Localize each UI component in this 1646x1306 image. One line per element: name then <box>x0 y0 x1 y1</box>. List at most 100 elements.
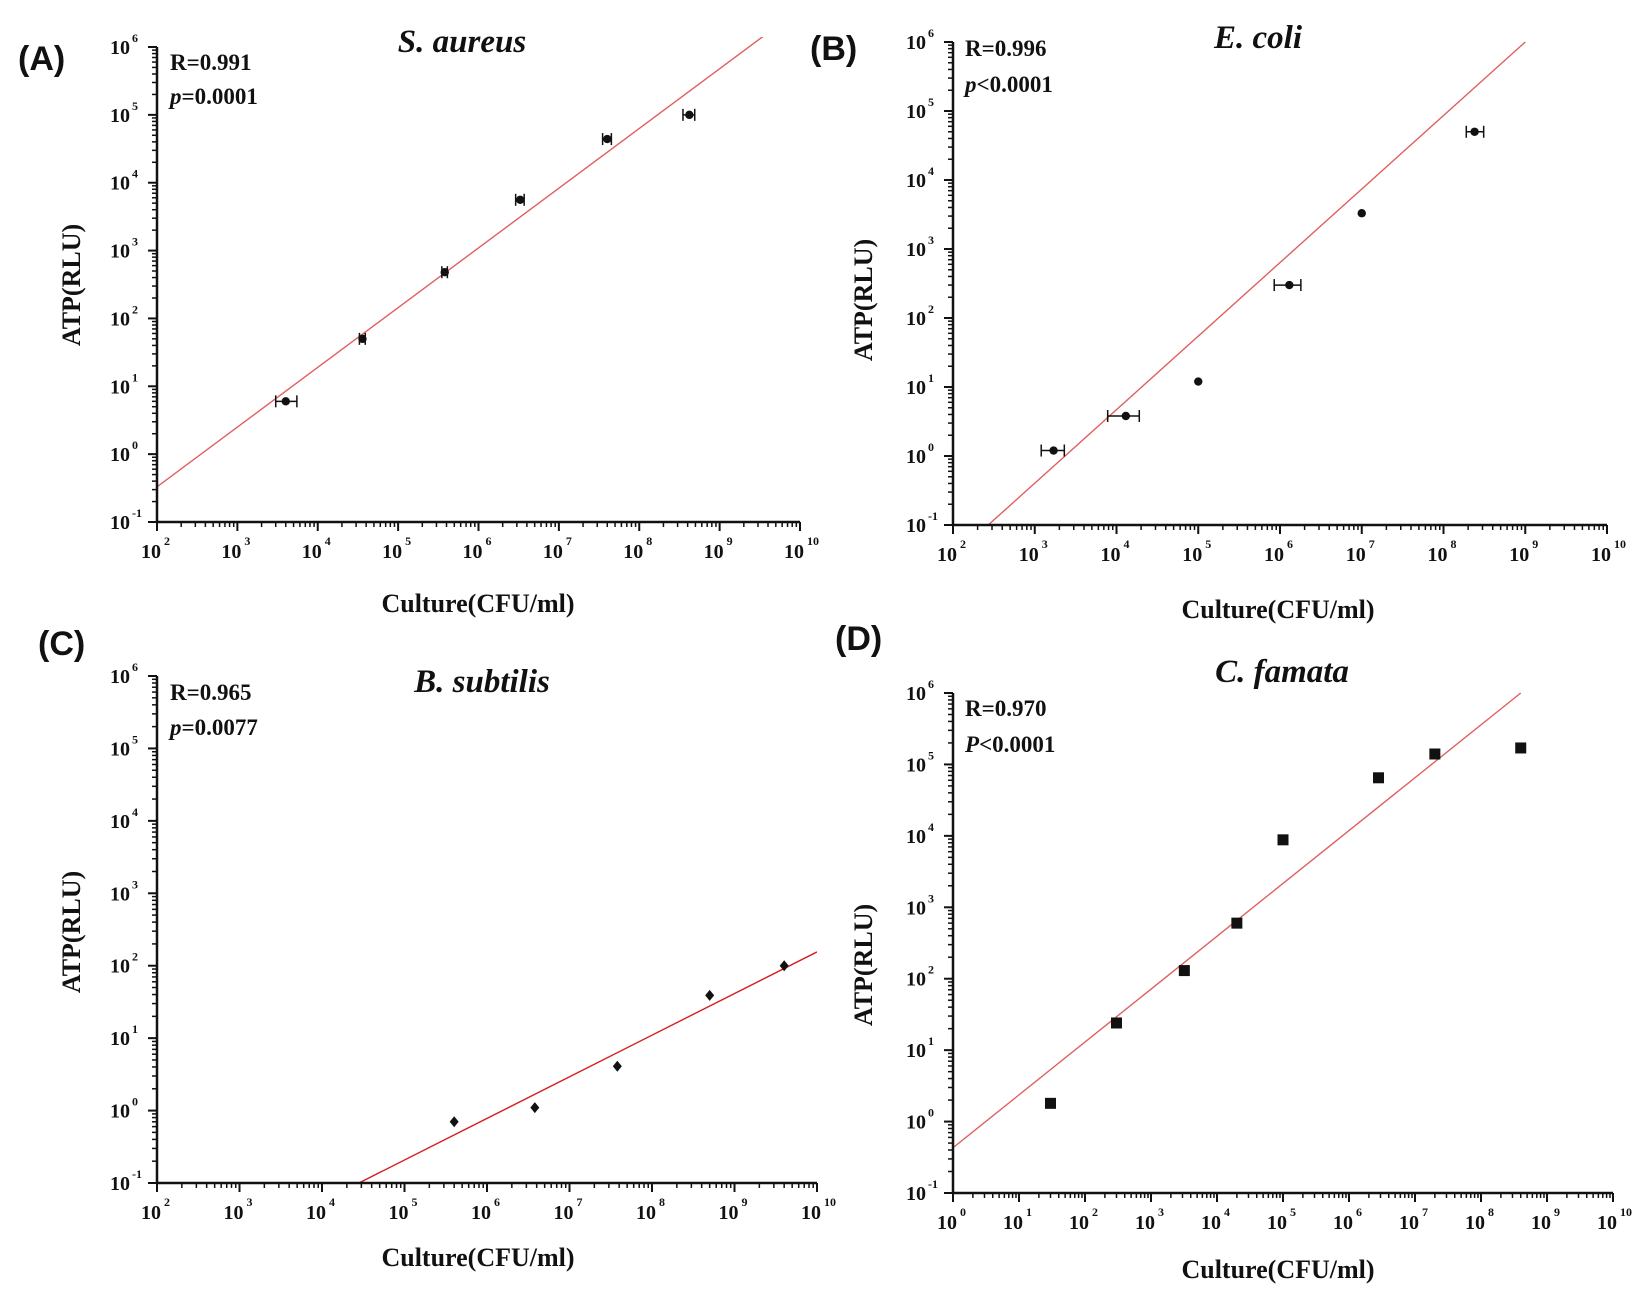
chart3-y-tick-exponent: 2 <box>928 963 934 977</box>
panel-d-x-axis-label: Culture(CFU/ml) <box>1181 1255 1374 1284</box>
chart1-x-tick-exponent: 9 <box>1532 537 1538 551</box>
chart3-x-tick-exponent: 9 <box>1554 1205 1560 1219</box>
chart3-data-point <box>1429 748 1441 760</box>
chart2-x-tick-exponent: 10 <box>824 1195 836 1209</box>
chart2-x-tick-exponent: 2 <box>164 1195 170 1209</box>
chart0-y-tick-label: 10 <box>110 308 130 330</box>
chart2-data-point <box>705 989 715 1001</box>
chart0-y-tick-exponent: 3 <box>132 235 138 249</box>
panel-a: (A) S. aureus R=0.991 p=0.0001 Culture(C… <box>18 24 819 618</box>
panel-b-r-value: R=0.996 <box>965 36 1046 61</box>
chart0-x-tick-label: 10 <box>221 541 241 563</box>
chart3-x-tick-label: 10 <box>1135 1212 1155 1234</box>
chart2-x-tick-label: 10 <box>141 1202 161 1224</box>
chart2-fit-line <box>358 951 817 1183</box>
chart2-y-tick-label: 10 <box>110 956 130 978</box>
chart2-x-tick-label: 10 <box>389 1202 409 1224</box>
panel-c-x-axis-label: Culture(CFU/ml) <box>381 1243 574 1272</box>
chart3-x-tick-exponent: 4 <box>1224 1205 1230 1219</box>
chart0-x-tick-exponent: 2 <box>164 534 170 548</box>
chart3-x-tick-exponent: 6 <box>1356 1205 1362 1219</box>
chart1-x-tick-label: 10 <box>1264 544 1284 566</box>
panel-b-x-axis-label: Culture(CFU/ml) <box>1181 595 1374 624</box>
panel-d-y-axis-label: ATP(RLU) <box>849 904 878 1026</box>
panel-b-title: E. coli <box>1213 20 1303 56</box>
chart3-data-point <box>1277 834 1289 846</box>
chart3-y-tick-label: 10 <box>906 826 926 848</box>
chart0-y-tick-label: 10 <box>110 105 130 127</box>
chart0-y-tick-exponent: 2 <box>132 302 138 316</box>
chart1-y-tick-exponent: 3 <box>928 233 934 247</box>
chart3-data-point <box>1373 772 1385 784</box>
chart3-x-tick-label: 10 <box>1465 1212 1485 1234</box>
chart0-y-tick-exponent: -1 <box>132 506 142 520</box>
panel-c-y-axis-label: ATP(RLU) <box>57 871 86 993</box>
chart0-y-tick-exponent: 5 <box>132 99 138 113</box>
chart3-y-tick-label: 10 <box>906 754 926 776</box>
chart3-y-tick-label: 10 <box>906 683 926 705</box>
chart1-y-tick-exponent: 6 <box>928 26 934 40</box>
chart2-y-tick-exponent: 6 <box>132 660 138 674</box>
chart2-y-tick-exponent: 5 <box>132 732 138 746</box>
chart3-y-tick-exponent: 1 <box>928 1034 934 1048</box>
chart2-y-tick-label: 10 <box>110 811 130 833</box>
chart1-x-tick-label: 10 <box>1019 544 1039 566</box>
panel-a-p-symbol: p <box>168 84 182 109</box>
panel-b: (B) E. coli R=0.996 p<0.0001 Culture(CFU… <box>810 20 1626 624</box>
chart3-x-tick-exponent: 8 <box>1488 1205 1494 1219</box>
chart2-y-tick-label: 10 <box>110 883 130 905</box>
chart3-x-tick-label: 10 <box>1531 1212 1551 1234</box>
panel-a-x-axis-label: Culture(CFU/ml) <box>381 589 574 618</box>
chart1-x-tick-label: 10 <box>1182 544 1202 566</box>
chart3-x-tick-exponent: 2 <box>1092 1205 1098 1219</box>
panel-a-p-number: =0.0001 <box>182 84 258 109</box>
chart1-y-tick-exponent: 1 <box>928 371 934 385</box>
chart0-x-tick-exponent: 8 <box>646 534 652 548</box>
chart0-data-point <box>440 268 449 277</box>
chart1-x-tick-exponent: 5 <box>1205 537 1211 551</box>
chart0-x-tick-label: 10 <box>704 541 724 563</box>
chart3-data-point <box>1231 917 1243 929</box>
chart0-data-point <box>358 334 367 344</box>
chart3-x-tick-label: 10 <box>1597 1212 1617 1234</box>
chart0-x-tick-exponent: 6 <box>486 534 492 548</box>
chart0-x-tick-exponent: 10 <box>807 534 819 548</box>
panel-a-p-value: p=0.0001 <box>168 84 258 109</box>
chart3-x-tick-label: 10 <box>1399 1212 1419 1234</box>
panel-b-label: (B) <box>810 30 857 68</box>
chart1-y-tick-label: 10 <box>906 239 926 261</box>
chart3-data-point <box>1110 1017 1122 1029</box>
chart1-x-tick-exponent: 10 <box>1614 537 1626 551</box>
chart3-y-tick-exponent: 0 <box>928 1106 934 1120</box>
panel-a-title: S. aureus <box>398 24 526 60</box>
panel-b-p-number: <0.0001 <box>977 72 1053 97</box>
chart1-y-tick-label: 10 <box>906 101 926 123</box>
chart3-y-tick-label: 10 <box>906 1183 926 1205</box>
panel-d-p-number: <0.0001 <box>979 732 1055 757</box>
panel-c-p-value: p=0.0077 <box>168 715 258 740</box>
panel-d-title: C. famata <box>1215 654 1349 690</box>
chart1-y-tick-label: 10 <box>906 377 926 399</box>
chart3-y-tick-label: 10 <box>906 969 926 991</box>
chart1-fit-line <box>987 41 1526 525</box>
chart1-x-tick-exponent: 4 <box>1124 537 1130 551</box>
chart1-x-tick-exponent: 3 <box>1042 537 1048 551</box>
chart0-x-tick-label: 10 <box>382 541 402 563</box>
chart3-y-tick-exponent: 6 <box>928 677 934 691</box>
chart3-x-tick-label: 10 <box>937 1212 957 1234</box>
panel-b-p-value: p<0.0001 <box>963 72 1053 97</box>
chart3-y-tick-label: 10 <box>906 1040 926 1062</box>
chart2-x-tick-exponent: 9 <box>742 1195 748 1209</box>
chart1-y-tick-label: 10 <box>906 515 926 537</box>
chart2-x-tick-label: 10 <box>801 1202 821 1224</box>
chart2-x-tick-label: 10 <box>306 1202 326 1224</box>
chart2-x-tick-exponent: 5 <box>412 1195 418 1209</box>
chart0-y-tick-label: 10 <box>110 37 130 59</box>
chart3-y-tick-exponent: -1 <box>928 1177 938 1191</box>
chart0-x-tick-exponent: 3 <box>244 534 250 548</box>
chart1-y-tick-exponent: 2 <box>928 302 934 316</box>
chart1-x-tick-label: 10 <box>1101 544 1121 566</box>
